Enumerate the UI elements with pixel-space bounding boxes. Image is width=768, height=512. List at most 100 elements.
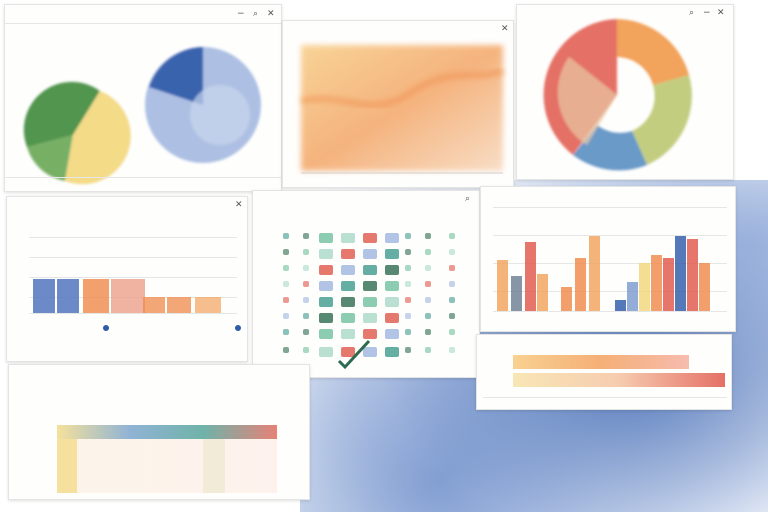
grid-cell [425,347,431,353]
grid-cell [363,249,377,259]
grid-cell [425,233,431,239]
grid-cell [385,329,399,339]
area-series-line [300,68,504,108]
close-icon[interactable]: ✕ [267,9,275,19]
grid-cell [425,329,431,335]
grid-cell [303,281,309,287]
grid-cell [405,313,411,319]
grid-cell [449,297,455,303]
grid-cell [303,313,309,319]
pie-blue-highlight [190,85,250,145]
donut-slice-cream [557,57,617,145]
grid-cell [425,249,431,255]
grid-cell [363,297,377,307]
grid-cell [303,265,309,271]
column-bar [627,282,638,311]
grid-cell [341,265,355,275]
close-icon[interactable]: ✕ [501,24,509,34]
grid-cell [319,297,333,307]
pie-slice-green-2 [27,135,73,181]
grid-cell [319,265,333,275]
grid-cell [405,233,411,239]
grid-cell [363,313,377,323]
grid-cell [319,281,333,291]
grid-cell [303,347,309,353]
column-bar [589,236,600,311]
column-bars [481,187,735,331]
pie-slice-blue [149,47,203,105]
bar [143,297,165,313]
donut-slice-orange [617,19,689,95]
close-icon[interactable]: ✕ [235,200,243,210]
column-bar [525,242,536,311]
grid-cell [283,249,289,255]
close-icon[interactable]: ✕ [717,8,725,18]
bar [111,279,145,313]
column-bar [615,300,626,311]
column-bar [687,239,698,311]
grid-cell [283,265,289,271]
grid-cell [341,233,355,243]
grid-cell [341,329,355,339]
column-bar [663,258,674,311]
bar-chart-panel: ✕ [6,196,248,362]
grid-cell [363,347,377,357]
grid-cell [425,265,431,271]
grid-cell [319,329,333,339]
minimize-icon[interactable]: − [237,9,245,19]
minimize-icon[interactable]: − [703,8,711,18]
grid-cell [303,233,309,239]
donut-chart-panel: ⌕ − ✕ [516,4,734,180]
grid-cell [303,249,309,255]
column-bar [561,287,572,311]
grid-cell [385,233,399,243]
pin-icon[interactable]: ⌕ [253,9,259,19]
grid-cell [425,281,431,287]
grid-cell [449,249,455,255]
column-bar [651,255,662,311]
grid-cell [449,233,455,239]
column-bar [537,274,548,311]
grid-cell [405,329,411,335]
grid-cell [283,313,289,319]
area-chart-panel: ✕ [282,20,514,188]
area-fill [301,45,503,171]
column-bar [497,260,508,311]
pin-icon[interactable]: ⌕ [689,8,695,18]
grid-cell [319,233,333,243]
grid-cell [385,347,399,357]
table-body [77,439,277,493]
column-bar [675,236,686,311]
grid-cell [405,249,411,255]
pin-icon[interactable]: ⌕ [465,194,471,204]
column-bar [511,276,522,311]
progress-panel [476,334,732,410]
grid-cell [283,297,289,303]
progress-bar-1 [513,355,689,369]
area-chart [300,45,504,174]
grid-cell [283,329,289,335]
grid-cell [319,249,333,259]
grid-cell [405,265,411,271]
grid-cell [341,347,355,357]
grid-cell [363,329,377,339]
legend-dot [103,325,109,331]
grid-cells [253,191,479,377]
grid-cell [319,313,333,323]
grid-cell [449,313,455,319]
grid-cell [363,265,377,275]
grid-cell [341,313,355,323]
grid-cell [283,347,289,353]
grid-cell [425,297,431,303]
grid-cell [449,265,455,271]
column-bar [575,258,586,311]
bar [57,279,79,313]
grid-cell [405,347,411,353]
grid-cell [405,281,411,287]
grid-cell [341,249,355,259]
grid-cell [405,297,411,303]
grid-cell [449,329,455,335]
grid-cell [385,281,399,291]
grid-cell [283,281,289,287]
donut-chart [543,19,692,171]
